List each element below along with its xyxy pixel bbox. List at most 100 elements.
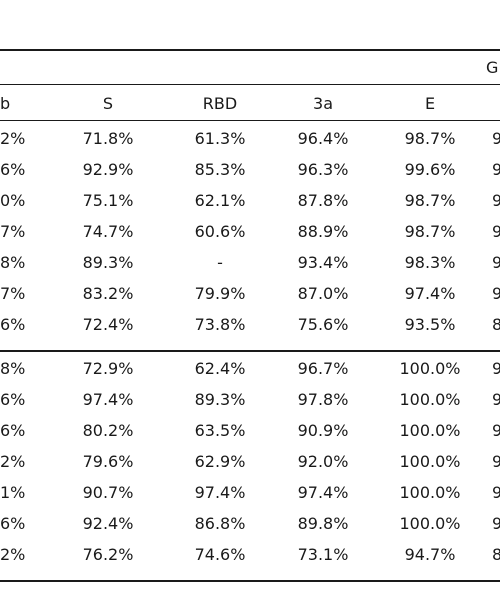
table-row: 6% 72.4% 73.8% 75.6% 93.5% 8 bbox=[0, 310, 500, 340]
table-cell: 9 bbox=[492, 191, 500, 210]
table-cell: 62.4% bbox=[194, 359, 246, 378]
table-cell: 79.6% bbox=[82, 452, 134, 471]
header-rule bbox=[0, 120, 500, 121]
table-cell: 1% bbox=[0, 483, 26, 502]
table-cell: 72.4% bbox=[82, 315, 134, 334]
table-cell: 96.3% bbox=[297, 160, 349, 179]
table-cell: 2% bbox=[0, 129, 26, 148]
table-cell: 98.7% bbox=[404, 191, 456, 210]
table-cell: 97.8% bbox=[297, 390, 349, 409]
table-cell: 92.9% bbox=[82, 160, 134, 179]
table-cell: 6% bbox=[0, 421, 26, 440]
table-cell: 62.1% bbox=[194, 191, 246, 210]
table-cell: 96.7% bbox=[297, 359, 349, 378]
table-row: 6% 92.4% 86.8% 89.8% 100.0% 9 bbox=[0, 509, 500, 539]
table-cell: 7% bbox=[0, 284, 26, 303]
table-cell: 97.4% bbox=[194, 483, 246, 502]
table-cell: 93.4% bbox=[297, 253, 349, 272]
table-row: 7% 83.2% 79.9% 87.0% 97.4% 9 bbox=[0, 279, 500, 309]
header-cell: E bbox=[424, 94, 436, 113]
table-cell: 100.0% bbox=[399, 514, 461, 533]
table-cell: 8% bbox=[0, 253, 26, 272]
table-row: 2% 79.6% 62.9% 92.0% 100.0% 9 bbox=[0, 447, 500, 477]
table-cell: 98.7% bbox=[404, 129, 456, 148]
table-row: 8% 89.3% - 93.4% 98.3% 9 bbox=[0, 248, 500, 278]
table-cell: 9 bbox=[492, 222, 500, 241]
table-cell: 0% bbox=[0, 191, 26, 210]
table-row: 2% 71.8% 61.3% 96.4% 98.7% 9 bbox=[0, 124, 500, 154]
table-cell: 94.7% bbox=[404, 545, 456, 564]
table-cell: 88.9% bbox=[297, 222, 349, 241]
table-cell: 6% bbox=[0, 315, 26, 334]
table-row: 1% 90.7% 97.4% 97.4% 100.0% 9 bbox=[0, 478, 500, 508]
header-row: b S RBD 3a E bbox=[0, 89, 500, 119]
table-cell: 9 bbox=[492, 483, 500, 502]
header-cell: RBD bbox=[202, 94, 238, 113]
table-cell: 8% bbox=[0, 359, 26, 378]
table-cell: 6% bbox=[0, 390, 26, 409]
table-row: 6% 92.9% 85.3% 96.3% 99.6% 9 bbox=[0, 155, 500, 185]
table-cell: 9 bbox=[492, 421, 500, 440]
table-cell: 89.3% bbox=[194, 390, 246, 409]
table-cell: 97.4% bbox=[82, 390, 134, 409]
table-cell: 8 bbox=[492, 545, 500, 564]
table-cell: 87.8% bbox=[297, 191, 349, 210]
table-cell: 83.2% bbox=[82, 284, 134, 303]
table-row: 6% 97.4% 89.3% 97.8% 100.0% 9 bbox=[0, 385, 500, 415]
table-cell: 9 bbox=[492, 514, 500, 533]
table-cell: - bbox=[217, 253, 223, 272]
table-cell: 89.3% bbox=[82, 253, 134, 272]
table-cell: 73.1% bbox=[297, 545, 349, 564]
table-cell: 9 bbox=[492, 253, 500, 272]
table-cell: 9 bbox=[492, 452, 500, 471]
table-cell: 75.6% bbox=[297, 315, 349, 334]
group-rule bbox=[0, 84, 500, 85]
table-cell: 74.7% bbox=[82, 222, 134, 241]
table-row: 6% 80.2% 63.5% 90.9% 100.0% 9 bbox=[0, 416, 500, 446]
table-cell: 85.3% bbox=[194, 160, 246, 179]
header-cell: 3a bbox=[313, 94, 333, 113]
table-cell: 99.6% bbox=[404, 160, 456, 179]
table-row: 7% 74.7% 60.6% 88.9% 98.7% 9 bbox=[0, 217, 500, 247]
table-cell: 80.2% bbox=[82, 421, 134, 440]
table-row: 8% 72.9% 62.4% 96.7% 100.0% 9 bbox=[0, 354, 500, 384]
table-cell: 62.9% bbox=[194, 452, 246, 471]
table-cell: 98.3% bbox=[404, 253, 456, 272]
table-cell: 63.5% bbox=[194, 421, 246, 440]
section-rule bbox=[0, 350, 500, 352]
table-cell: 9 bbox=[492, 390, 500, 409]
table-cell: 73.8% bbox=[194, 315, 246, 334]
table-cell: 6% bbox=[0, 160, 26, 179]
table-cell: 76.2% bbox=[82, 545, 134, 564]
table-cell: 93.5% bbox=[404, 315, 456, 334]
table-cell: 90.9% bbox=[297, 421, 349, 440]
table-cell: 2% bbox=[0, 452, 26, 471]
table-cell: 60.6% bbox=[194, 222, 246, 241]
table-cell: 97.4% bbox=[297, 483, 349, 502]
table-cell: 86.8% bbox=[194, 514, 246, 533]
table-cell: 98.7% bbox=[404, 222, 456, 241]
table-cell: 79.9% bbox=[194, 284, 246, 303]
table-cell: 87.0% bbox=[297, 284, 349, 303]
table-cell: 9 bbox=[492, 129, 500, 148]
table-cell: 9 bbox=[492, 160, 500, 179]
table-cell: 9 bbox=[492, 359, 500, 378]
bottom-rule bbox=[0, 580, 500, 582]
table-cell: 8 bbox=[492, 315, 500, 334]
table-cell: 100.0% bbox=[399, 390, 461, 409]
table-cell: 100.0% bbox=[399, 483, 461, 502]
table-cell: 61.3% bbox=[194, 129, 246, 148]
table-row: 2% 76.2% 74.6% 73.1% 94.7% 8 bbox=[0, 540, 500, 570]
table-cell: 2% bbox=[0, 545, 26, 564]
table-cell: 7% bbox=[0, 222, 26, 241]
table-cell: 6% bbox=[0, 514, 26, 533]
table-cell: 92.4% bbox=[82, 514, 134, 533]
table-cell: 71.8% bbox=[82, 129, 134, 148]
table-cell: 9 bbox=[492, 284, 500, 303]
column-group-label: G bbox=[486, 58, 499, 77]
table-cell: 100.0% bbox=[399, 421, 461, 440]
table-row: 0% 75.1% 62.1% 87.8% 98.7% 9 bbox=[0, 186, 500, 216]
table-cell: 100.0% bbox=[399, 359, 461, 378]
header-cell: S bbox=[102, 94, 114, 113]
table-cell: 97.4% bbox=[404, 284, 456, 303]
